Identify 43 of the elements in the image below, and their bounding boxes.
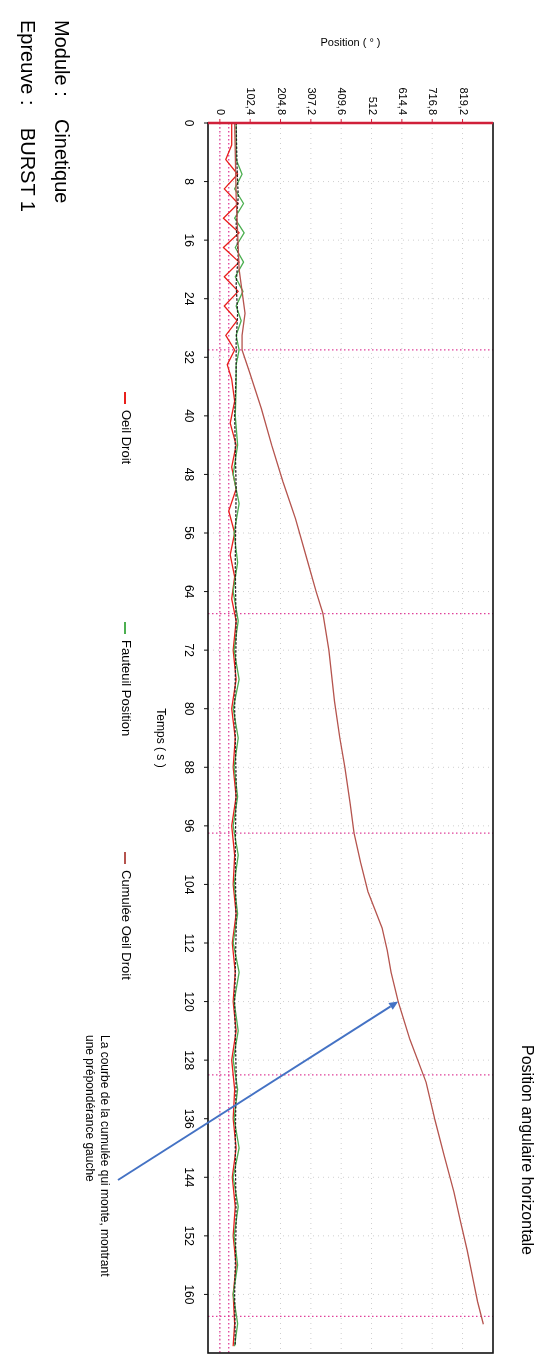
- y-tick-label: 112: [181, 933, 196, 953]
- y-tick-label: 104: [181, 874, 196, 895]
- y-tick-label: 48: [181, 467, 196, 482]
- legend-label: Oeil Droit: [118, 410, 134, 465]
- x-tick-label: 307,2: [305, 87, 318, 115]
- y-tick-label: 72: [181, 643, 196, 658]
- line-series: [234, 122, 484, 1325]
- y-tick-label: 64: [181, 584, 196, 599]
- y-tick-label: 152: [181, 1225, 196, 1247]
- text: Module : Cinetique: [50, 20, 73, 204]
- x-tick-label: 819,2: [457, 87, 470, 115]
- y-tick-label: 8: [181, 178, 196, 186]
- y-tick-label: 88: [181, 760, 196, 775]
- x-tick-label: 716,8: [427, 87, 440, 115]
- text: Position angulaire horizontale: [519, 1045, 536, 1256]
- x-tick-label: 204,8: [275, 87, 288, 115]
- y-tick-label: 128: [181, 1050, 196, 1071]
- x-tick-label: 409,6: [336, 87, 349, 115]
- y-tick-label: 32: [181, 350, 196, 365]
- line-series: [234, 122, 239, 1347]
- y-tick-label: 144: [181, 1167, 196, 1188]
- y-tick-label: 56: [181, 526, 196, 540]
- y-tick-label: 96: [181, 819, 196, 833]
- annotation: La courbe de la cumulée qui monte, montrant une prépondérance gauche: [82, 1035, 112, 1278]
- y-tick-label: 24: [181, 292, 196, 306]
- y-tick-label: 16: [181, 233, 196, 248]
- x-tick-label: 614,4: [396, 87, 409, 115]
- line-series: [232, 122, 245, 1347]
- y-tick-label: 40: [181, 409, 196, 423]
- x-tick-label: 102,4: [245, 87, 258, 115]
- y-tick-label: 0: [181, 119, 196, 127]
- y-tick-label: 120: [181, 991, 196, 1012]
- text: Epreuve : BURST 1: [16, 20, 39, 212]
- x-tick-label: 512: [366, 96, 379, 115]
- y-tick-label: 136: [181, 1108, 196, 1130]
- y-tick-label: 160: [181, 1284, 196, 1305]
- x-tick-label: 0: [214, 108, 227, 115]
- legend-label: Fauteuil Position: [118, 640, 134, 737]
- line-series: [222, 122, 240, 1347]
- legend-label: Cumulée Oeil Droit: [118, 870, 134, 981]
- x-axis-title: Position ( ° ): [320, 36, 381, 48]
- y-tick-label: 80: [181, 702, 196, 716]
- y-axis-title: Temps ( s ): [153, 708, 168, 768]
